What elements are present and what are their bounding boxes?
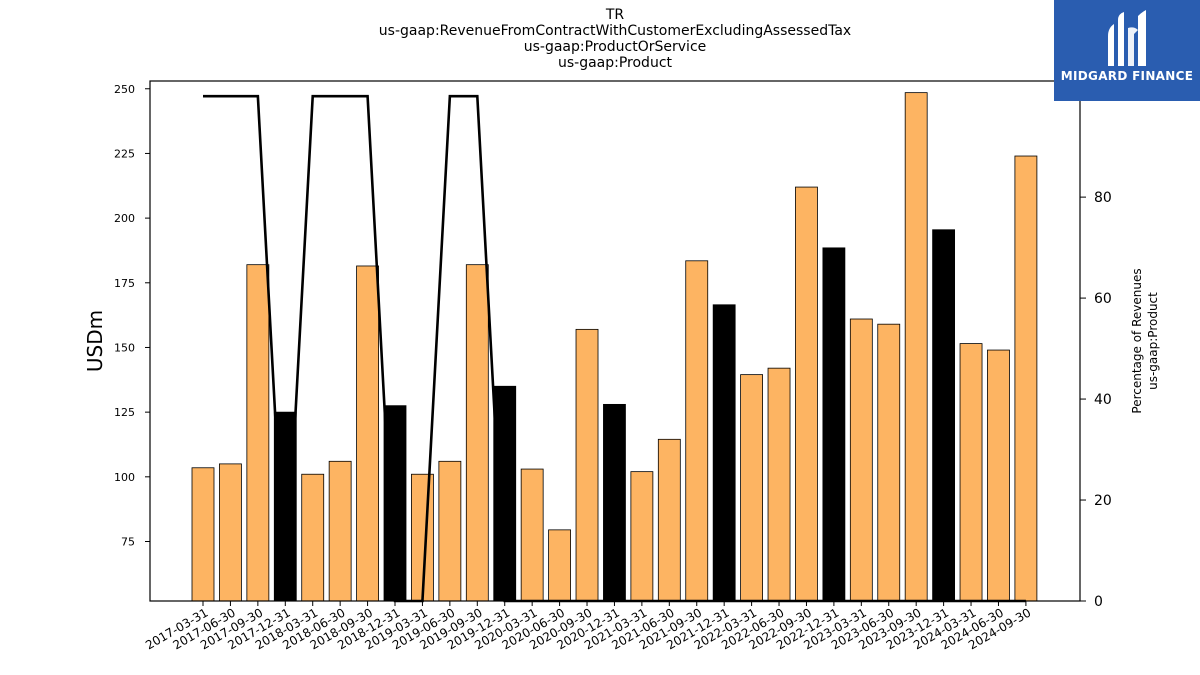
bar	[575, 328, 599, 602]
bar	[356, 265, 379, 602]
y2-tick-label: 20	[1094, 493, 1112, 509]
y-axis-label: USDm	[83, 310, 107, 372]
y-tick-label: 175	[114, 277, 135, 290]
bar	[548, 529, 571, 602]
y2-axis-label-line-1: Percentage of Revenues	[1130, 268, 1144, 413]
y-tick-label: 125	[114, 406, 135, 419]
bar	[767, 367, 791, 602]
bar	[219, 463, 242, 602]
bar	[520, 468, 544, 602]
midgard-logo-icon	[1108, 10, 1146, 66]
brand-logo: MIDGARD FINANCE	[1054, 0, 1200, 101]
bar	[465, 264, 489, 602]
title-line-4: us-gaap:Product	[557, 55, 673, 71]
bar	[849, 318, 873, 602]
bar	[301, 473, 325, 602]
bar	[246, 264, 270, 602]
bar	[904, 92, 928, 602]
y2-tick-label: 40	[1094, 392, 1112, 408]
y2-axis-label-line-2: us-gaap:Product	[1146, 292, 1160, 390]
y-tick-label: 150	[114, 341, 135, 354]
bar	[630, 471, 654, 602]
y2-tick-label: 60	[1094, 291, 1112, 307]
plot-frame	[149, 80, 1081, 602]
y2-tick-label: 0	[1094, 594, 1103, 610]
title-line-1: TR	[605, 7, 625, 23]
y-tick-label: 225	[114, 147, 135, 160]
y-tick-label: 75	[121, 535, 135, 548]
bar	[987, 349, 1010, 602]
bar	[191, 467, 215, 602]
y-tick-label: 200	[114, 212, 135, 225]
bar	[932, 229, 956, 602]
bar	[383, 405, 407, 602]
bar	[657, 438, 681, 602]
bar	[438, 460, 462, 602]
bar	[959, 343, 983, 602]
y-tick-label: 100	[114, 471, 135, 484]
bar	[328, 460, 352, 602]
bars-group	[191, 92, 1038, 602]
logo-text: MIDGARD FINANCE	[1060, 69, 1194, 83]
bar	[822, 247, 846, 602]
title-line-2: us-gaap:RevenueFromContractWithCustomerE…	[378, 23, 852, 39]
bar	[1014, 155, 1038, 602]
bar	[795, 186, 818, 602]
title-line-3: us-gaap:ProductOrService	[523, 39, 707, 55]
y2-tick-label: 80	[1094, 190, 1112, 206]
bar	[877, 323, 901, 602]
bar	[712, 304, 736, 602]
bar	[603, 403, 626, 602]
y-tick-label: 250	[114, 83, 135, 96]
bar	[685, 260, 709, 602]
bar	[493, 385, 517, 602]
bar	[740, 374, 763, 602]
